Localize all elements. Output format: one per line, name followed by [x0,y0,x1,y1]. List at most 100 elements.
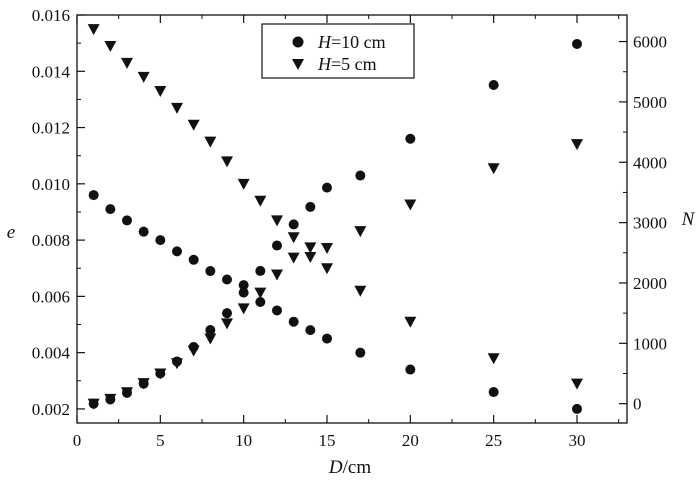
point-h10-e [138,226,149,237]
y-left-tick-label: 0.012 [32,119,70,138]
point-h5-e [487,353,500,365]
y-left-tick-label: 0.008 [32,231,70,250]
point-h5-n [221,318,233,330]
point-h5-n [104,393,117,405]
legend-label-h5: H=5 cm [317,54,377,74]
point-h10-e [155,235,166,246]
x-tick-label: 30 [569,431,586,450]
x-axis-title: D/cm [328,457,371,478]
y-right-tick-label: 1000 [633,334,667,353]
x-axis-title-var: D [328,457,343,478]
point-h5-e [87,24,100,36]
x-tick-label: 25 [485,431,502,450]
y-left-tick-label: 0.016 [32,6,70,25]
point-h10-e [88,190,99,201]
plot-frame [76,14,628,424]
y-left-tick-label: 0.004 [32,344,71,363]
point-h5-e [287,232,300,244]
y-right-tick-label: 4000 [633,153,667,172]
point-h5-e [104,40,117,52]
x-tick-label: 15 [319,431,336,450]
x-tick-label: 5 [156,431,165,450]
point-h5-n [271,269,283,281]
point-h5-n [404,199,417,211]
point-h10-e [222,274,232,285]
y-right-tick-label: 6000 [633,33,667,52]
x-tick-label: 10 [235,431,252,450]
legend-marker-circle [292,36,304,48]
point-h10-e [188,254,199,265]
point-h5-e [254,195,267,207]
point-h10-n [355,170,366,181]
y-left-axis-title: e [7,222,15,243]
point-h10-n [255,265,266,276]
ticks-layer: 0 5 10 15 20 25 30 0.002 0.004 0.006 0.008 0.010 0.0… [32,6,667,450]
point-h5-n [304,242,317,254]
point-h10-n [205,325,216,336]
legend-label-h10: H=10 cm [317,32,386,52]
point-h5-e [187,119,200,131]
y-left-tick-label: 0.014 [32,62,71,81]
point-h5-n [321,242,333,254]
point-h5-n [237,303,250,315]
point-h10-e [572,403,582,414]
point-h10-n [572,38,582,49]
x-tick-label: 20 [402,431,419,450]
x-tick-label: 0 [73,431,82,450]
point-h10-e [172,246,182,257]
point-h10-n [288,219,299,230]
y-right-tick-label: 3000 [633,214,667,233]
point-h5-e [137,71,150,83]
point-h5-n [254,287,267,299]
y-right-tick-label: 5000 [633,93,667,112]
legend-h5-var: H [317,54,332,74]
point-h10-e [405,364,416,375]
legend-marker-triangle [292,59,304,70]
point-h5-n [171,358,183,370]
y-left-tick-label: 0.010 [32,175,70,194]
point-h5-e [271,215,283,227]
point-h5-n [571,139,583,151]
point-h5-e [221,156,233,168]
point-h5-n [121,387,133,399]
point-h10-e [488,387,499,398]
point-h5-e [321,263,333,275]
legend-h10-rest: =10 cm [331,32,386,52]
point-h10-e [122,215,132,226]
point-h5-n [87,398,100,410]
point-h10-n [488,80,499,91]
point-h5-e [237,178,250,190]
point-h5-e [154,85,167,97]
marks-layer [87,24,583,414]
point-h5-n [204,333,217,345]
y-right-tick-label: 0 [633,395,642,414]
point-h10-n [305,201,316,212]
point-h10-e [205,266,216,277]
x-axis-title-unit: /cm [343,457,372,478]
point-h10-e [305,325,316,336]
point-h5-e [354,285,367,297]
point-h10-e [238,280,249,291]
legend: H=10 cm H=5 cm [261,23,415,79]
point-h10-e [322,333,332,344]
y-right-tick-label: 2000 [633,274,667,293]
point-h10-n [272,240,282,251]
point-h5-e [571,378,583,390]
point-h5-e [304,251,317,263]
point-h10-n [322,182,332,193]
point-h5-e [204,136,217,148]
point-h5-e [171,102,183,114]
point-h10-e [105,204,116,215]
point-h5-n [187,345,200,357]
legend-h5-rest: =5 cm [331,54,377,74]
point-h5-n [487,163,500,175]
point-h10-e [288,316,299,327]
legend-h10-var: H [317,32,332,52]
y-left-tick-label: 0.002 [32,400,70,419]
point-h10-e [355,347,366,358]
point-h5-n [137,378,150,390]
y-left-tick-label: 0.006 [32,287,70,306]
point-h5-n [154,368,167,380]
point-h10-n [405,133,416,144]
